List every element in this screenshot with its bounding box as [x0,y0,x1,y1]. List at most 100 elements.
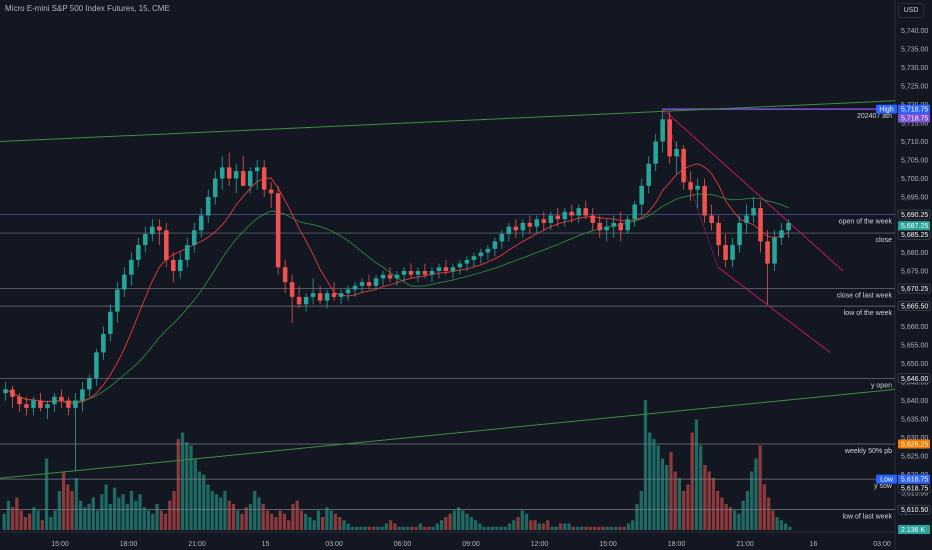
volume-bar [771,510,775,530]
candle-body [688,182,693,190]
candle-body [660,119,665,142]
price-tick-label: 5,625.00 [901,454,928,461]
candle [779,222,784,246]
volume-bar [520,510,524,530]
volume-bar [609,526,614,530]
volume-bar [635,504,639,530]
candle [66,396,71,416]
candle-body [122,274,127,290]
candle-body [702,185,707,216]
channel-upper [662,108,844,272]
price-tag-value: 5,618.75 [901,477,928,484]
candle-body [590,215,596,223]
volume-bar [601,526,605,530]
candle [289,274,295,323]
volume-bar [478,523,482,530]
candle-body [513,226,519,231]
volume-bar [580,526,584,530]
volume-bar [372,526,376,530]
volume-bar [410,526,414,530]
candle-body [639,185,644,205]
candle [317,285,323,305]
candle-body [415,271,421,275]
candle [261,160,267,197]
level-label: close [876,237,892,244]
candle-body [240,171,246,186]
price-tick-label: 5,700.00 [901,176,928,183]
volume-bar [762,484,767,530]
volume-bar [512,520,516,530]
price-tag: 5,646.00 [897,373,931,384]
volume-bar [168,500,172,530]
volume-bar [274,517,278,530]
volume-bar [665,465,669,530]
candle-body [562,211,568,220]
volume-bar [176,439,180,530]
volume-bar [261,504,265,530]
candle [611,215,616,238]
candle [688,171,693,201]
level-label: low of last week [843,514,893,521]
volume-bar [588,526,592,530]
price-tick-label: 5,725.00 [901,84,928,91]
volume-bar [703,465,707,530]
candle [45,400,50,419]
currency-button[interactable]: USD [898,3,924,18]
volume-bar [189,445,193,530]
volume-bar [214,494,219,530]
candle [10,385,15,408]
volume-bar [355,526,359,530]
candle [443,259,449,275]
price-tag-value: 5,628.25 [901,441,928,448]
candle [415,267,421,283]
volume-bar [567,523,571,530]
candle-body [191,230,197,246]
price-tag-value: 5,687.25 [901,223,928,230]
price-tag-label: High [879,107,894,114]
candle [499,230,505,249]
candle [94,348,99,386]
volume-bar [427,526,431,530]
volume-bar [57,491,61,530]
candle [478,248,484,264]
volume-bar [554,526,558,530]
candle [534,215,540,234]
candle-body [275,193,281,268]
volume-bar [282,513,287,530]
volume-bar [219,497,223,530]
time-tick-label: 06:00 [394,541,412,548]
candle [555,208,561,227]
volume-bar [618,526,622,530]
candle [562,208,568,227]
candle-body [136,245,141,260]
candle-body [108,311,113,334]
candle [171,252,176,283]
volume-bar [49,517,53,530]
volume-bar [53,510,57,530]
candle-body [101,333,106,353]
time-tick-label: 16 [810,541,818,548]
volume-bar [172,491,176,530]
candle-series [3,108,791,471]
volume-bar [100,494,104,530]
candle-body [695,185,700,190]
candle-body [115,289,120,312]
level-label: y open [871,382,892,389]
candle-body [373,278,379,286]
candle-body [247,171,253,186]
price-tick-label: 5,715.00 [901,121,928,128]
price-tick-label: 5,630.00 [901,435,928,442]
price-tick-label: 5,730.00 [901,65,928,72]
volume-bar [299,510,304,530]
candle [17,393,22,412]
candle [450,263,456,279]
volume-bar [304,513,308,530]
price-tag-box [897,373,931,384]
chart-title: Micro E-mini S&P 500 Index Futures, 15, … [5,4,170,13]
candle [751,197,756,223]
candle-body [157,226,162,231]
candle-body [667,119,672,157]
candle [576,204,582,223]
candle-body [576,208,582,216]
